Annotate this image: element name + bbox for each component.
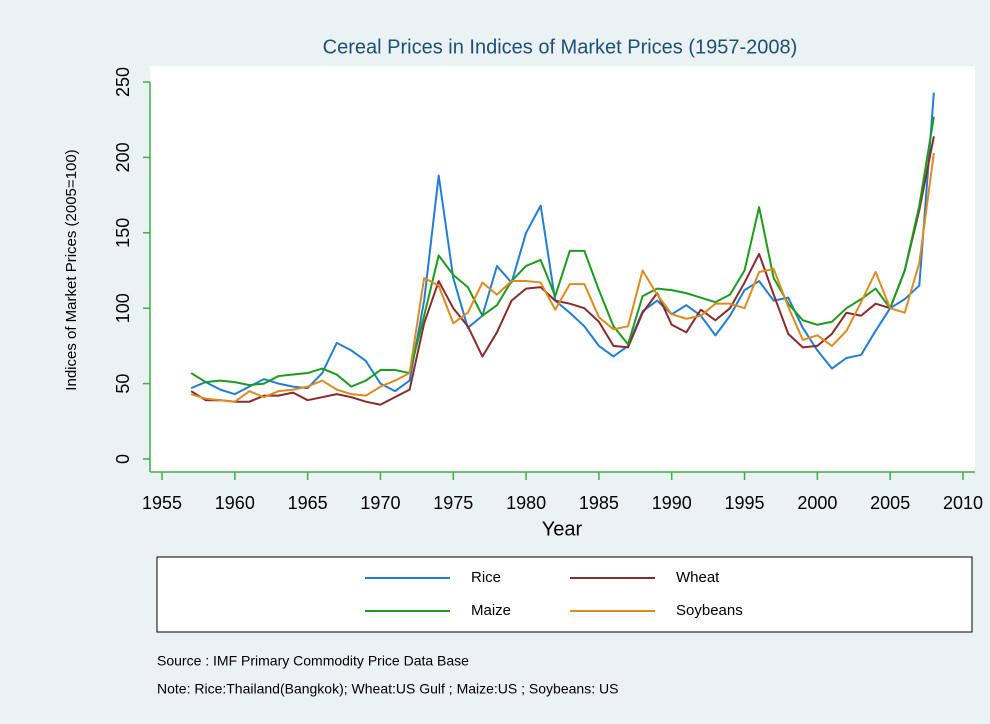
y-tick-label: 200 <box>113 142 133 172</box>
legend-label: Rice <box>471 569 501 586</box>
x-tick-label: 1985 <box>579 493 619 513</box>
y-tick-label: 0 <box>113 454 133 464</box>
x-tick-label: 1965 <box>288 493 328 513</box>
source-note: Source : IMF Primary Commodity Price Dat… <box>157 653 469 669</box>
legend-label: Wheat <box>676 569 720 586</box>
legend-box <box>156 556 973 633</box>
x-tick-label: 2010 <box>943 493 983 513</box>
x-tick-label: 1995 <box>725 493 765 513</box>
x-tick-label: 2005 <box>870 493 910 513</box>
series-line <box>190 92 935 396</box>
plot-area <box>150 66 975 472</box>
x-tick-label: 1955 <box>142 493 182 513</box>
x-tick-label: 1975 <box>433 493 473 513</box>
x-axis-label: Year <box>542 518 583 540</box>
legend-label: Maize <box>471 602 511 619</box>
x-tick-label: 1970 <box>360 493 400 513</box>
y-axis-label: Indices of Market Prices (2005=100) <box>63 149 80 390</box>
y-tick-label: 100 <box>113 293 133 323</box>
y-tick-label: 250 <box>113 67 133 97</box>
legend-label: Soybeans <box>676 602 743 619</box>
x-tick-label: 1960 <box>215 493 255 513</box>
x-tick-label: 2000 <box>797 493 837 513</box>
y-tick-label: 150 <box>113 218 133 248</box>
x-tick-label: 1980 <box>506 493 546 513</box>
series-line <box>190 116 935 388</box>
series-line <box>190 152 935 403</box>
footnote: Note: Rice:Thailand(Bangkok); Wheat:US G… <box>157 681 618 697</box>
x-tick-label: 1990 <box>652 493 692 513</box>
y-tick-label: 50 <box>113 374 133 394</box>
chart-title: Cereal Prices in Indices of Market Price… <box>323 36 798 58</box>
series-line <box>190 136 935 406</box>
